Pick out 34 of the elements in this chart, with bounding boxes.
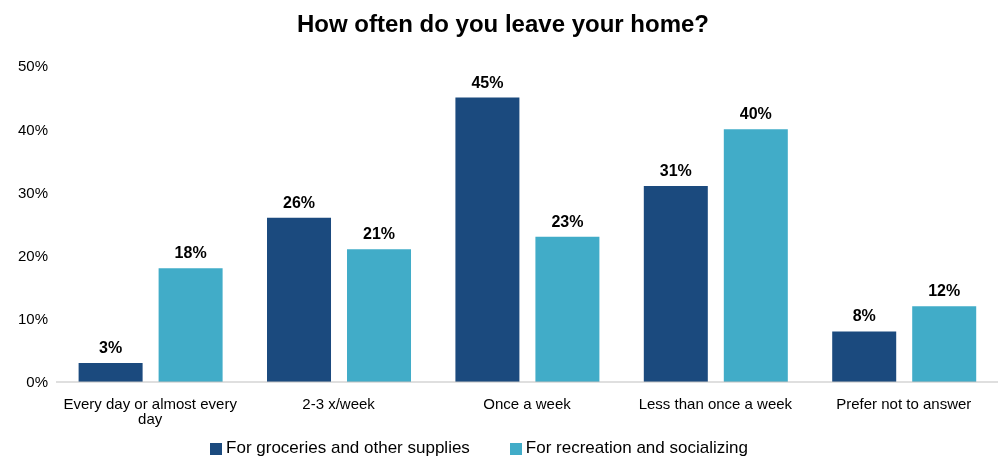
y-tick-label: 30%	[17, 183, 48, 201]
x-tick-label: Less than once a week	[638, 394, 793, 412]
data-label: 12%	[928, 282, 961, 300]
bar	[78, 363, 143, 382]
bar	[455, 97, 520, 382]
x-tick-label: Prefer not to answer	[836, 394, 972, 412]
bar	[832, 331, 897, 382]
legend-label: For groceries and other supplies	[226, 438, 470, 457]
data-label: 40%	[739, 105, 772, 123]
bar	[347, 249, 412, 382]
bar	[643, 186, 708, 382]
bar	[723, 129, 788, 382]
x-tick-label: 2-3 x/week	[302, 394, 376, 412]
y-tick-label: 10%	[17, 310, 48, 328]
y-tick-label: 20%	[17, 246, 48, 264]
data-label: 18%	[174, 244, 207, 262]
y-tick-label: 40%	[17, 120, 48, 138]
bar	[535, 236, 600, 382]
data-label: 45%	[471, 73, 504, 91]
bar	[912, 306, 977, 382]
x-tick-label: Every day or almost every day	[63, 394, 238, 427]
chart-title: How often do you leave your home?	[295, 9, 710, 39]
x-tick-label: Once a week	[483, 394, 572, 412]
data-label: 26%	[282, 193, 316, 211]
y-tick-label: 0%	[26, 373, 48, 391]
data-label: 3%	[99, 339, 123, 357]
bar	[267, 217, 332, 382]
y-tick-label: 50%	[17, 57, 48, 75]
bar	[158, 268, 223, 382]
data-label: 31%	[659, 162, 692, 180]
data-label: 8%	[852, 307, 876, 325]
data-label: 21%	[362, 225, 396, 243]
data-label: 23%	[551, 212, 584, 230]
legend-label: For recreation and socializing	[525, 438, 748, 457]
